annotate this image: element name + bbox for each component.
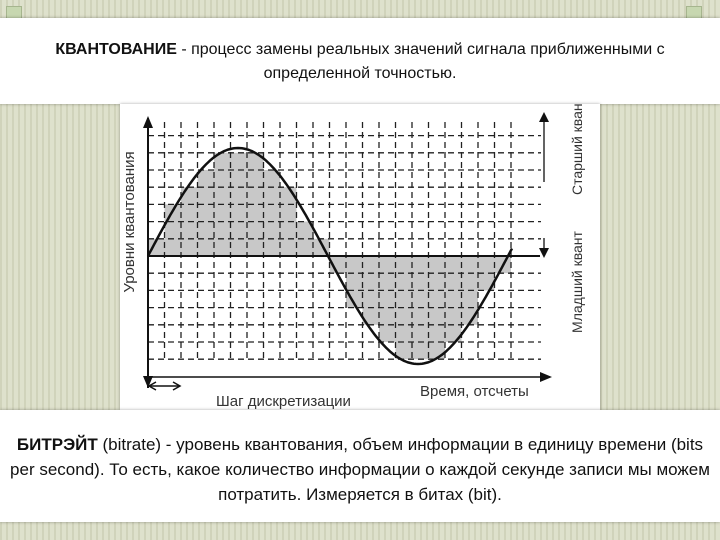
step-label: Шаг дискретизации bbox=[216, 393, 351, 410]
step-arrow-head-left bbox=[147, 381, 157, 391]
high-quantum-arrow bbox=[539, 112, 549, 122]
quantized-bar bbox=[445, 256, 462, 342]
annotations bbox=[147, 112, 549, 391]
quantized-bar bbox=[197, 170, 214, 256]
definition-term: КВАНТОВАНИЕ bbox=[55, 41, 177, 58]
step-arrow-head-right bbox=[172, 381, 182, 391]
quantized-bar bbox=[296, 221, 313, 256]
quantized-bar bbox=[346, 256, 363, 308]
quantized-bar bbox=[247, 152, 264, 256]
quantized-bar bbox=[478, 256, 495, 291]
x-axis-label: Время, отсчеты bbox=[420, 383, 529, 400]
bitrate-body: (bitrate) - уровень квантования, объем и… bbox=[10, 435, 710, 504]
quantization-diagram: Уровни квантования Время, отсчеты Шаг ди… bbox=[121, 96, 585, 410]
low-quantum-label: Младший квант bbox=[569, 230, 585, 332]
definition-body: - процесс замены реальных значений сигна… bbox=[176, 41, 665, 82]
high-quantum-label: Старший квант bbox=[569, 104, 585, 195]
y-axis-arrow-down bbox=[143, 376, 153, 388]
time-axis-arrow bbox=[540, 372, 552, 382]
quantized-bar bbox=[148, 238, 165, 256]
low-quantum-arrow bbox=[539, 248, 549, 258]
quantization-diagram-panel: Уровни квантования Время, отсчеты Шаг ди… bbox=[120, 96, 600, 410]
bitrate-text: БИТРЭЙТ (bitrate) - уровень квантования,… bbox=[4, 432, 716, 507]
signal-sine-curve bbox=[146, 146, 514, 366]
quantization-grid bbox=[147, 122, 541, 360]
definition-panel: КВАНТОВАНИЕ - процесс замены реальных зн… bbox=[0, 18, 720, 104]
quantized-bar bbox=[263, 170, 280, 256]
y-axis-arrow-up bbox=[143, 116, 153, 128]
quantized-bar bbox=[379, 256, 396, 342]
definition-text: КВАНТОВАНИЕ - процесс замены реальных зн… bbox=[10, 38, 710, 86]
bitrate-term: БИТРЭЙТ bbox=[16, 435, 98, 454]
y-axis-label: Уровни квантования bbox=[121, 151, 138, 292]
bitrate-panel: БИТРЭЙТ (bitrate) - уровень квантования,… bbox=[0, 410, 720, 522]
quantized-bar bbox=[428, 256, 445, 360]
axes bbox=[143, 116, 552, 388]
